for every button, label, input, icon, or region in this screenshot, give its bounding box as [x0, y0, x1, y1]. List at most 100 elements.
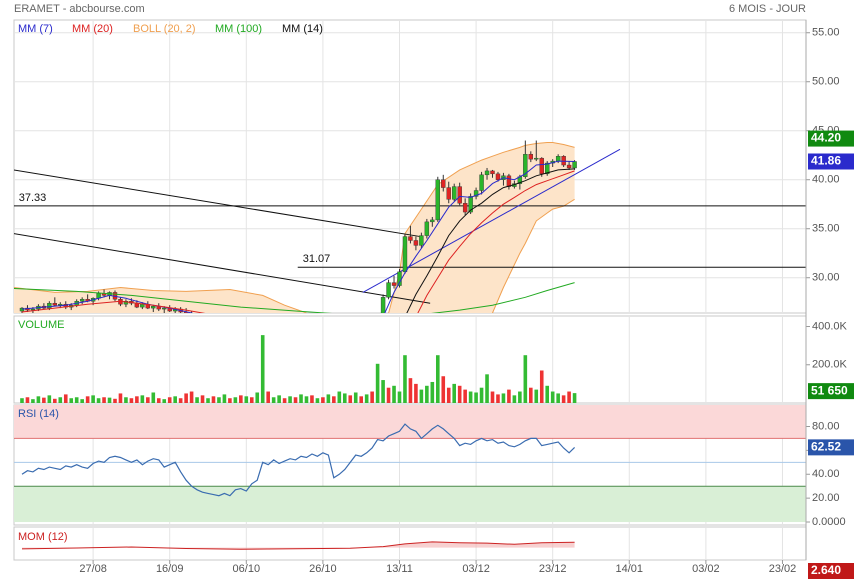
candle-body [479, 174, 484, 191]
volume-bar [113, 398, 117, 403]
value-box-label: 2.640 [811, 563, 841, 577]
y-tick-label: 30.00 [812, 272, 840, 284]
candle-body [380, 297, 386, 313]
volume-bar [293, 397, 298, 403]
volume-bar [403, 355, 407, 403]
volume-bar [96, 398, 101, 403]
moving-average [14, 282, 575, 313]
candle-body [391, 282, 397, 286]
volume-bar [31, 399, 35, 403]
panel-title: MOM (12) [18, 531, 68, 543]
volume-bar [80, 399, 84, 403]
volume-bar [124, 397, 128, 403]
candle-body [30, 308, 36, 311]
candle-body [140, 303, 145, 308]
volume-bar [501, 393, 506, 403]
panel-title: RSI (14) [18, 408, 59, 420]
value-box-label: 41.86 [811, 154, 841, 168]
legend-entry: MM (100) [215, 23, 262, 35]
x-tick-label: 03/12 [462, 563, 490, 575]
candle-body [457, 186, 462, 204]
panel [21, 527, 783, 560]
volume-bar [523, 355, 528, 403]
volume-bar [167, 397, 172, 403]
candle-body [566, 164, 572, 169]
candle-body [539, 157, 544, 175]
rsi-zone [14, 486, 806, 523]
volume-bar [189, 391, 194, 403]
panel [20, 316, 783, 403]
candle-body [441, 179, 446, 188]
volume-bar [74, 397, 79, 403]
volume-bar [441, 376, 446, 403]
candle-body [452, 186, 457, 200]
volume-bar [211, 396, 216, 403]
volume-bar [151, 392, 156, 403]
y-tick-label: 40.00 [812, 468, 840, 480]
volume-bar [42, 397, 46, 403]
volume-bar [217, 397, 221, 403]
volume-bar [414, 383, 418, 403]
volume-bar [315, 398, 320, 403]
candle-body [47, 303, 52, 309]
volume-bar [228, 398, 232, 403]
volume-bar [408, 378, 413, 403]
candle-body [19, 307, 25, 312]
volume-bar [392, 385, 396, 403]
candle-body [490, 170, 495, 175]
level-label: 31.07 [303, 253, 331, 265]
volume-bar [370, 391, 374, 403]
volume-bar [222, 394, 227, 403]
value-box [808, 130, 854, 147]
volume-bar [529, 387, 533, 403]
candle-body [523, 154, 528, 177]
volume-bar [430, 381, 435, 403]
volume-bar [266, 391, 270, 403]
chart-title: ERAMET - abcbourse.com [14, 3, 145, 15]
volume-bar [496, 394, 500, 403]
panel [14, 20, 806, 313]
candle-body [484, 170, 490, 176]
bollinger-lower [491, 198, 575, 313]
legend-entry: MM (20) [72, 23, 113, 35]
moving-average [21, 160, 575, 313]
candle-body [413, 240, 419, 246]
y-tick-label: 0.0000 [812, 516, 846, 528]
volume-bar [239, 395, 243, 403]
x-tick-label: 26/10 [309, 563, 337, 575]
volume-bar [184, 393, 188, 403]
volume-bar [282, 398, 287, 403]
period-label: 6 MOIS - JOUR [729, 3, 806, 15]
candle-body [58, 303, 63, 306]
volume-bar [545, 385, 550, 403]
y-tick-label: 200.0K [812, 359, 848, 371]
volume-bar [364, 394, 369, 403]
volume-bar [162, 399, 167, 403]
candle-body [419, 235, 424, 246]
candle-body [495, 173, 501, 180]
x-tick-label: 23/02 [769, 563, 797, 575]
volume-bar [337, 391, 342, 403]
legend-entry: MM (14) [282, 23, 323, 35]
volume-bar [386, 387, 391, 403]
volume-bar [353, 392, 358, 403]
bollinger-area [388, 142, 575, 313]
x-tick-label: 14/01 [616, 563, 644, 575]
volume-bar [85, 396, 90, 403]
volume-bar [195, 397, 199, 403]
volume-bar [485, 374, 489, 403]
moving-average [406, 168, 575, 313]
volume-bar [326, 394, 331, 403]
volume-bar [244, 396, 249, 403]
value-box [808, 383, 854, 400]
volume-bar [20, 398, 24, 403]
volume-bar [332, 396, 336, 403]
volume-bar [452, 383, 457, 403]
candle-body [462, 203, 468, 213]
volume-bar [173, 396, 177, 403]
x-tick-label: 13/11 [386, 563, 413, 575]
volume-bar [200, 395, 205, 403]
volume-bar [468, 391, 473, 403]
candle-body [506, 175, 512, 187]
volume-bar [512, 395, 517, 403]
